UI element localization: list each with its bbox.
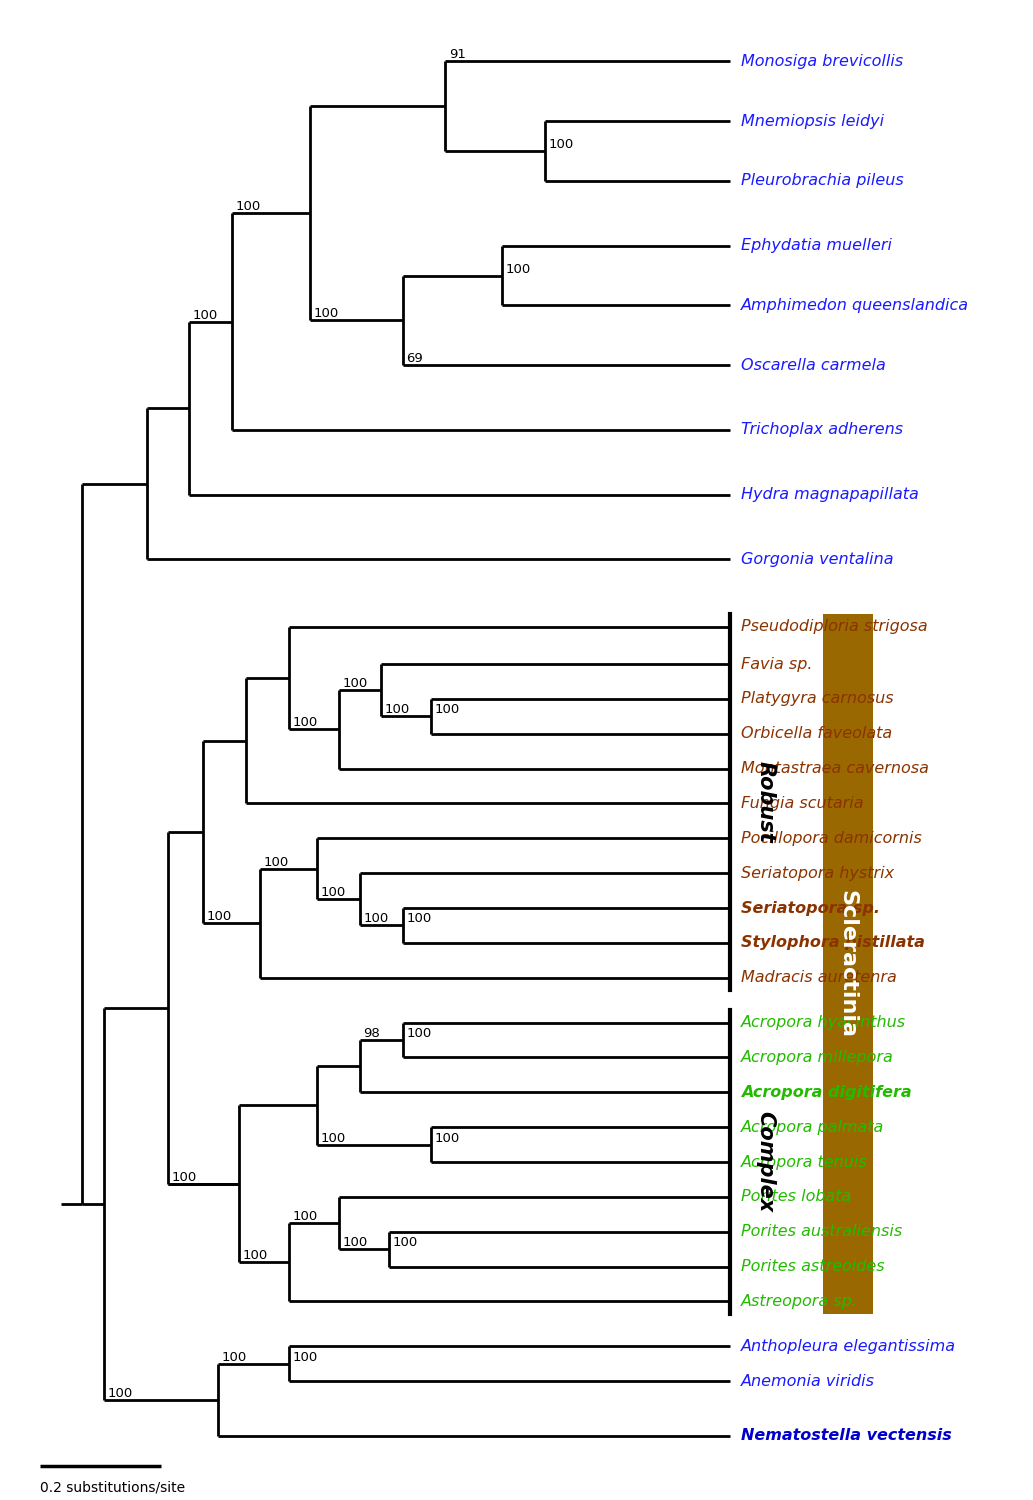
Text: Porites australiensis: Porites australiensis: [741, 1224, 902, 1239]
Text: Nematostella vectensis: Nematostella vectensis: [741, 1428, 951, 1443]
Text: 100: 100: [342, 1236, 368, 1250]
Text: Acropora hyacinthus: Acropora hyacinthus: [741, 1016, 906, 1031]
Text: 100: 100: [406, 1028, 432, 1039]
Text: 100: 100: [321, 1131, 346, 1144]
Text: Orbicella faveolata: Orbicella faveolata: [741, 726, 891, 741]
Text: 100: 100: [393, 1236, 417, 1250]
Text: 100: 100: [264, 856, 289, 868]
Text: Acropora digitifera: Acropora digitifera: [741, 1084, 911, 1100]
Text: Porites astreoides: Porites astreoides: [741, 1258, 884, 1274]
Text: Mnemiopsis leidyi: Mnemiopsis leidyi: [741, 114, 884, 129]
Text: 100: 100: [506, 262, 531, 276]
Text: Complex: Complex: [756, 1112, 776, 1212]
Text: 98: 98: [364, 1028, 380, 1039]
Text: 100: 100: [385, 704, 410, 717]
Text: Platygyra carnosus: Platygyra carnosus: [741, 692, 894, 706]
FancyBboxPatch shape: [822, 614, 873, 1314]
Text: Acropora palmata: Acropora palmata: [741, 1119, 884, 1134]
Text: 100: 100: [292, 1350, 318, 1364]
Text: Trichoplax adherens: Trichoplax adherens: [741, 423, 903, 438]
Text: Acropora tenuis: Acropora tenuis: [741, 1155, 868, 1170]
Text: 100: 100: [364, 912, 388, 926]
Text: 100: 100: [321, 886, 346, 900]
Text: Stylophora pistillata: Stylophora pistillata: [741, 936, 925, 951]
Text: Pseudodiploria strigosa: Pseudodiploria strigosa: [741, 620, 928, 634]
Text: 100: 100: [292, 1210, 318, 1222]
Text: Monosiga brevicollis: Monosiga brevicollis: [741, 54, 903, 69]
Text: 100: 100: [221, 1350, 247, 1364]
Text: 100: 100: [435, 1131, 460, 1144]
Text: 100: 100: [171, 1172, 196, 1184]
Text: 100: 100: [406, 912, 432, 926]
Text: 91: 91: [449, 48, 466, 62]
Text: Gorgonia ventalina: Gorgonia ventalina: [741, 552, 894, 567]
Text: Ephydatia muelleri: Ephydatia muelleri: [741, 238, 891, 254]
Text: Astreopora sp.: Astreopora sp.: [741, 1294, 857, 1310]
Text: Porites lobata: Porites lobata: [741, 1190, 851, 1204]
Text: 100: 100: [342, 676, 368, 690]
Text: 100: 100: [243, 1250, 268, 1262]
Text: Favia sp.: Favia sp.: [741, 657, 812, 672]
Text: Fungia scutaria: Fungia scutaria: [741, 796, 864, 812]
Text: Madracis auretenra: Madracis auretenra: [741, 970, 897, 986]
Text: 100: 100: [193, 309, 218, 321]
Text: 100: 100: [435, 704, 460, 717]
Text: 100: 100: [236, 201, 260, 213]
Text: Pocillopora damicornis: Pocillopora damicornis: [741, 831, 921, 846]
Text: 100: 100: [314, 308, 339, 321]
Text: Seriatopora hystrix: Seriatopora hystrix: [741, 865, 894, 880]
Text: Anemonia viridis: Anemonia viridis: [741, 1374, 875, 1389]
Text: 0.2 substitutions/site: 0.2 substitutions/site: [39, 1480, 185, 1494]
Text: 100: 100: [292, 717, 318, 729]
Text: Anthopleura elegantissima: Anthopleura elegantissima: [741, 1340, 956, 1354]
Text: 100: 100: [207, 910, 232, 924]
Text: Seriatopora sp.: Seriatopora sp.: [741, 900, 880, 915]
Text: 100: 100: [107, 1388, 132, 1400]
Text: Amphimedon queenslandica: Amphimedon queenslandica: [741, 298, 969, 314]
Text: Scleractinia: Scleractinia: [838, 890, 857, 1038]
Text: 69: 69: [406, 352, 424, 364]
Text: Montastraea cavernosa: Montastraea cavernosa: [741, 760, 929, 776]
Text: Hydra magnapapillata: Hydra magnapapillata: [741, 488, 918, 502]
Text: Robust: Robust: [756, 762, 776, 843]
Text: 100: 100: [549, 138, 574, 152]
Text: Pleurobrachia pileus: Pleurobrachia pileus: [741, 174, 904, 189]
Text: Oscarella carmela: Oscarella carmela: [741, 357, 885, 372]
Text: Acropora millepora: Acropora millepora: [741, 1050, 894, 1065]
